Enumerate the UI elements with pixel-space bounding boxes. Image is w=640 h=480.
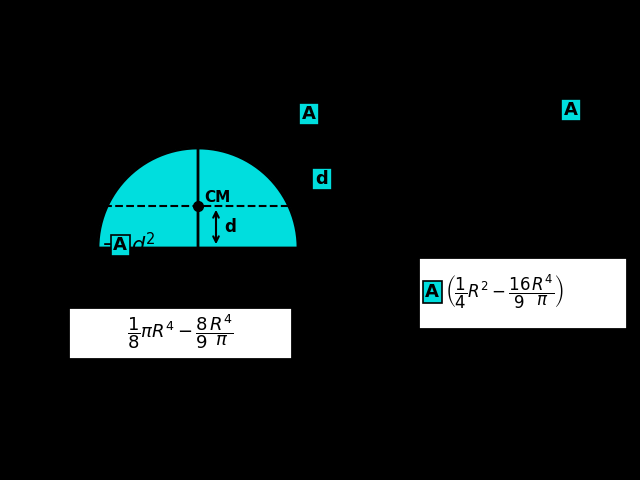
Text: $= \dfrac{1}{8}\pi R^4 - \!\left(\dfrac{1}{2}\pi R^2\right)\!\left(\dfrac{4R}{3\: $= \dfrac{1}{8}\pi R^4 - \!\left(\dfrac{… [52, 267, 249, 303]
Text: A: A [425, 283, 439, 301]
Text: $\dfrac{1}{8}\pi R^4 - \dfrac{8}{9}\dfrac{R^4}{\pi}$: $\dfrac{1}{8}\pi R^4 - \dfrac{8}{9}\dfra… [127, 312, 234, 351]
Text: x: x [341, 252, 353, 270]
Text: $I_{CM}$: $I_{CM}$ [16, 98, 47, 122]
FancyBboxPatch shape [312, 168, 332, 190]
Text: $I_{CM}$: $I_{CM}$ [18, 233, 49, 257]
Text: y: y [202, 108, 214, 126]
Text: G: G [38, 196, 54, 216]
Text: A: A [113, 236, 127, 254]
Text: A: A [302, 105, 316, 123]
Text: CM: CM [204, 190, 230, 205]
FancyBboxPatch shape [418, 257, 627, 329]
Text: $=$: $=$ [52, 323, 70, 341]
Text: $or =$: $or =$ [378, 283, 418, 301]
Text: $d^2$: $d^2$ [131, 232, 156, 258]
Text: =: = [54, 100, 72, 120]
FancyBboxPatch shape [423, 281, 442, 303]
Text: $I_x = \dfrac{1}{8}\pi R^4 = \dfrac{1}{4}$: $I_x = \dfrac{1}{8}\pi R^4 = \dfrac{1}{4… [428, 92, 546, 128]
Text: ?: ? [68, 94, 87, 127]
FancyBboxPatch shape [561, 99, 581, 121]
Text: d: d [224, 218, 236, 236]
Text: R: R [161, 257, 175, 275]
FancyBboxPatch shape [68, 307, 292, 359]
Text: $= \dfrac{4R}{3\pi}$: $= \dfrac{4R}{3\pi}$ [333, 160, 385, 198]
Text: A: A [564, 101, 578, 119]
Text: $= I_x -$: $= I_x -$ [56, 233, 118, 257]
FancyBboxPatch shape [111, 235, 130, 256]
Text: d: d [316, 170, 328, 188]
Text: $= \dfrac{1}{2}\pi R^2$: $= \dfrac{1}{2}\pi R^2$ [320, 92, 389, 128]
Text: $R^2$: $R^2$ [582, 100, 605, 120]
Polygon shape [98, 148, 298, 248]
FancyBboxPatch shape [299, 103, 319, 125]
Text: $\left(\dfrac{1}{4}R^2 - \dfrac{16}{9}\dfrac{R^4}{\pi}\right)$: $\left(\dfrac{1}{4}R^2 - \dfrac{16}{9}\d… [445, 273, 564, 311]
Text: Moment of Inertia of Semi-Circle @ C.M.: Moment of Inertia of Semi-Circle @ C.M. [84, 52, 556, 72]
